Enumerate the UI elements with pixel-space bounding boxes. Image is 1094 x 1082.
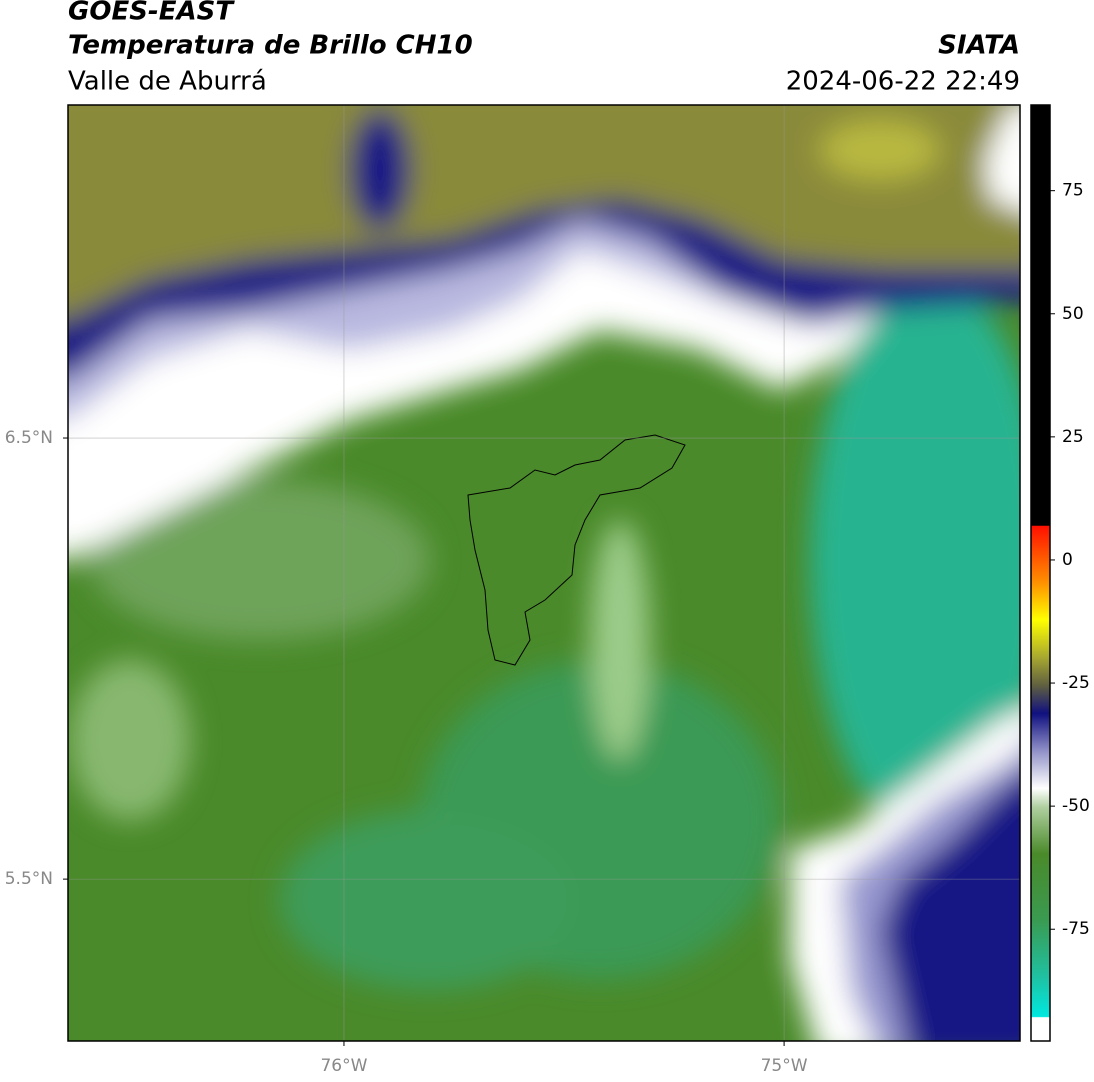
colorbar-tick-label: -25: [1062, 673, 1090, 693]
colorbar: [1030, 104, 1051, 1042]
y-tick-label: 6.5°N: [5, 428, 53, 448]
colorbar-tick-label: -75: [1062, 919, 1090, 939]
source: SIATA: [938, 31, 1020, 61]
map-frame: [67, 104, 1021, 1042]
colorbar-tick-label: -50: [1062, 796, 1090, 816]
colorbar-tick-label: 25: [1062, 427, 1084, 447]
x-tick-label: 75°W: [761, 1056, 808, 1076]
valley-outline: [467, 434, 686, 666]
region: Valle de Aburrá: [68, 67, 267, 97]
colorbar-tick-label: 0: [1062, 550, 1073, 570]
subtitle: Temperatura de Brillo CH10: [68, 31, 473, 61]
colorbar-tick-label: 50: [1062, 304, 1084, 324]
colorbar-tick-label: 75: [1062, 181, 1084, 201]
x-tick-label: 76°W: [320, 1056, 367, 1076]
title: GOES-EAST: [68, 0, 235, 27]
satellite-image: [68, 105, 1020, 1041]
timestamp: 2024-06-22 22:49: [786, 67, 1020, 97]
y-tick-label: 5.5°N: [5, 869, 53, 889]
